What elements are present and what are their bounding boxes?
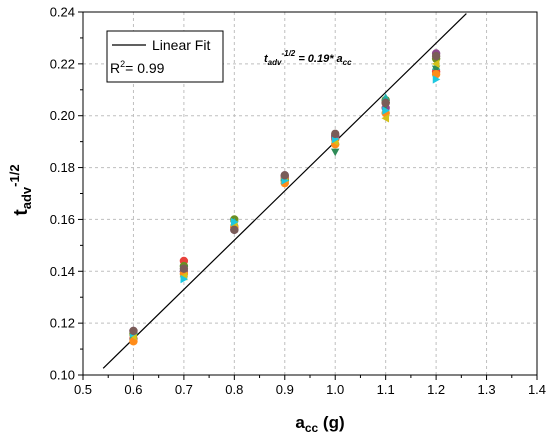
data-points bbox=[129, 49, 441, 346]
legend-box bbox=[106, 30, 224, 83]
x-tick-label: 1.3 bbox=[478, 382, 496, 397]
legend-line-label: Linear Fit bbox=[152, 37, 210, 53]
x-tick-label: 0.5 bbox=[74, 382, 92, 397]
y-axis-title: tadv-1/2 bbox=[7, 164, 34, 215]
legend-r2: R2= 0.99 bbox=[110, 59, 165, 76]
legend-r2-value: = 0.99 bbox=[125, 60, 165, 76]
data-point bbox=[431, 59, 440, 69]
y-tick-label: 0.12 bbox=[50, 316, 75, 331]
eq-rhs-sub: cc bbox=[343, 58, 352, 67]
x-tick-label: 0.6 bbox=[124, 382, 142, 397]
y-tick-label: 0.20 bbox=[50, 108, 75, 123]
data-point bbox=[381, 93, 390, 101]
data-point bbox=[331, 129, 340, 139]
x-axis-title-sub: cc bbox=[305, 421, 319, 435]
legend-r2-prefix: R bbox=[110, 60, 120, 76]
data-point bbox=[280, 171, 289, 180]
y-tick-label: 0.10 bbox=[50, 368, 75, 383]
x-axis-title: acc (g) bbox=[295, 413, 344, 435]
data-point bbox=[382, 106, 390, 115]
data-point bbox=[230, 225, 239, 234]
legend: Linear Fit R2= 0.99 bbox=[106, 30, 224, 83]
y-axis-title-main: t bbox=[11, 209, 32, 216]
eq-lhs: t bbox=[264, 53, 269, 65]
fit-line bbox=[102, 13, 467, 369]
data-point bbox=[180, 274, 189, 284]
legend-r2-sup: 2 bbox=[120, 59, 125, 69]
data-point bbox=[230, 217, 239, 227]
x-tick-label: 0.9 bbox=[276, 382, 294, 397]
x-axis-title-unit: (g) bbox=[318, 413, 344, 432]
y-axis-title-sub: adv bbox=[19, 186, 34, 209]
x-tick-label: 1.4 bbox=[528, 382, 546, 397]
fit-equation: tadv-1/2 = 0.19* acc bbox=[264, 49, 352, 67]
data-point bbox=[331, 148, 340, 157]
eq-lhs-sup: -1/2 bbox=[281, 49, 295, 58]
x-tick-label: 0.8 bbox=[225, 382, 243, 397]
x-axis-title-main: a bbox=[295, 413, 305, 432]
y-tick-label: 0.16 bbox=[50, 212, 75, 227]
y-tick-label: 0.18 bbox=[50, 160, 75, 175]
x-ticks: 0.5 0.6 0.7 0.8 0.9 1.0 1.1 1.2 1.3 1.4 bbox=[74, 375, 546, 397]
eq-lhs-sub: adv bbox=[268, 58, 282, 67]
data-point bbox=[431, 65, 441, 74]
data-point bbox=[381, 98, 390, 107]
x-tick-label: 0.7 bbox=[175, 382, 193, 397]
y-tick-label: 0.14 bbox=[50, 264, 75, 279]
x-tick-label: 1.1 bbox=[377, 382, 395, 397]
fit-line-layer bbox=[102, 13, 467, 369]
data-point bbox=[432, 75, 441, 84]
y-tick-label: 0.22 bbox=[50, 56, 75, 71]
data-point bbox=[179, 264, 189, 273]
y-tick-label: 0.24 bbox=[50, 5, 75, 20]
data-point bbox=[431, 51, 441, 61]
eq-rhs: = 0.19* a bbox=[295, 53, 342, 65]
x-tick-label: 1.0 bbox=[326, 382, 344, 397]
y-ticks: 0.10 0.12 0.14 0.16 0.18 0.20 0.22 0.24 bbox=[50, 5, 83, 383]
x-tick-label: 1.2 bbox=[427, 382, 445, 397]
data-point bbox=[381, 114, 390, 123]
y-axis-title-sup: -1/2 bbox=[7, 164, 22, 186]
data-point bbox=[129, 326, 138, 336]
